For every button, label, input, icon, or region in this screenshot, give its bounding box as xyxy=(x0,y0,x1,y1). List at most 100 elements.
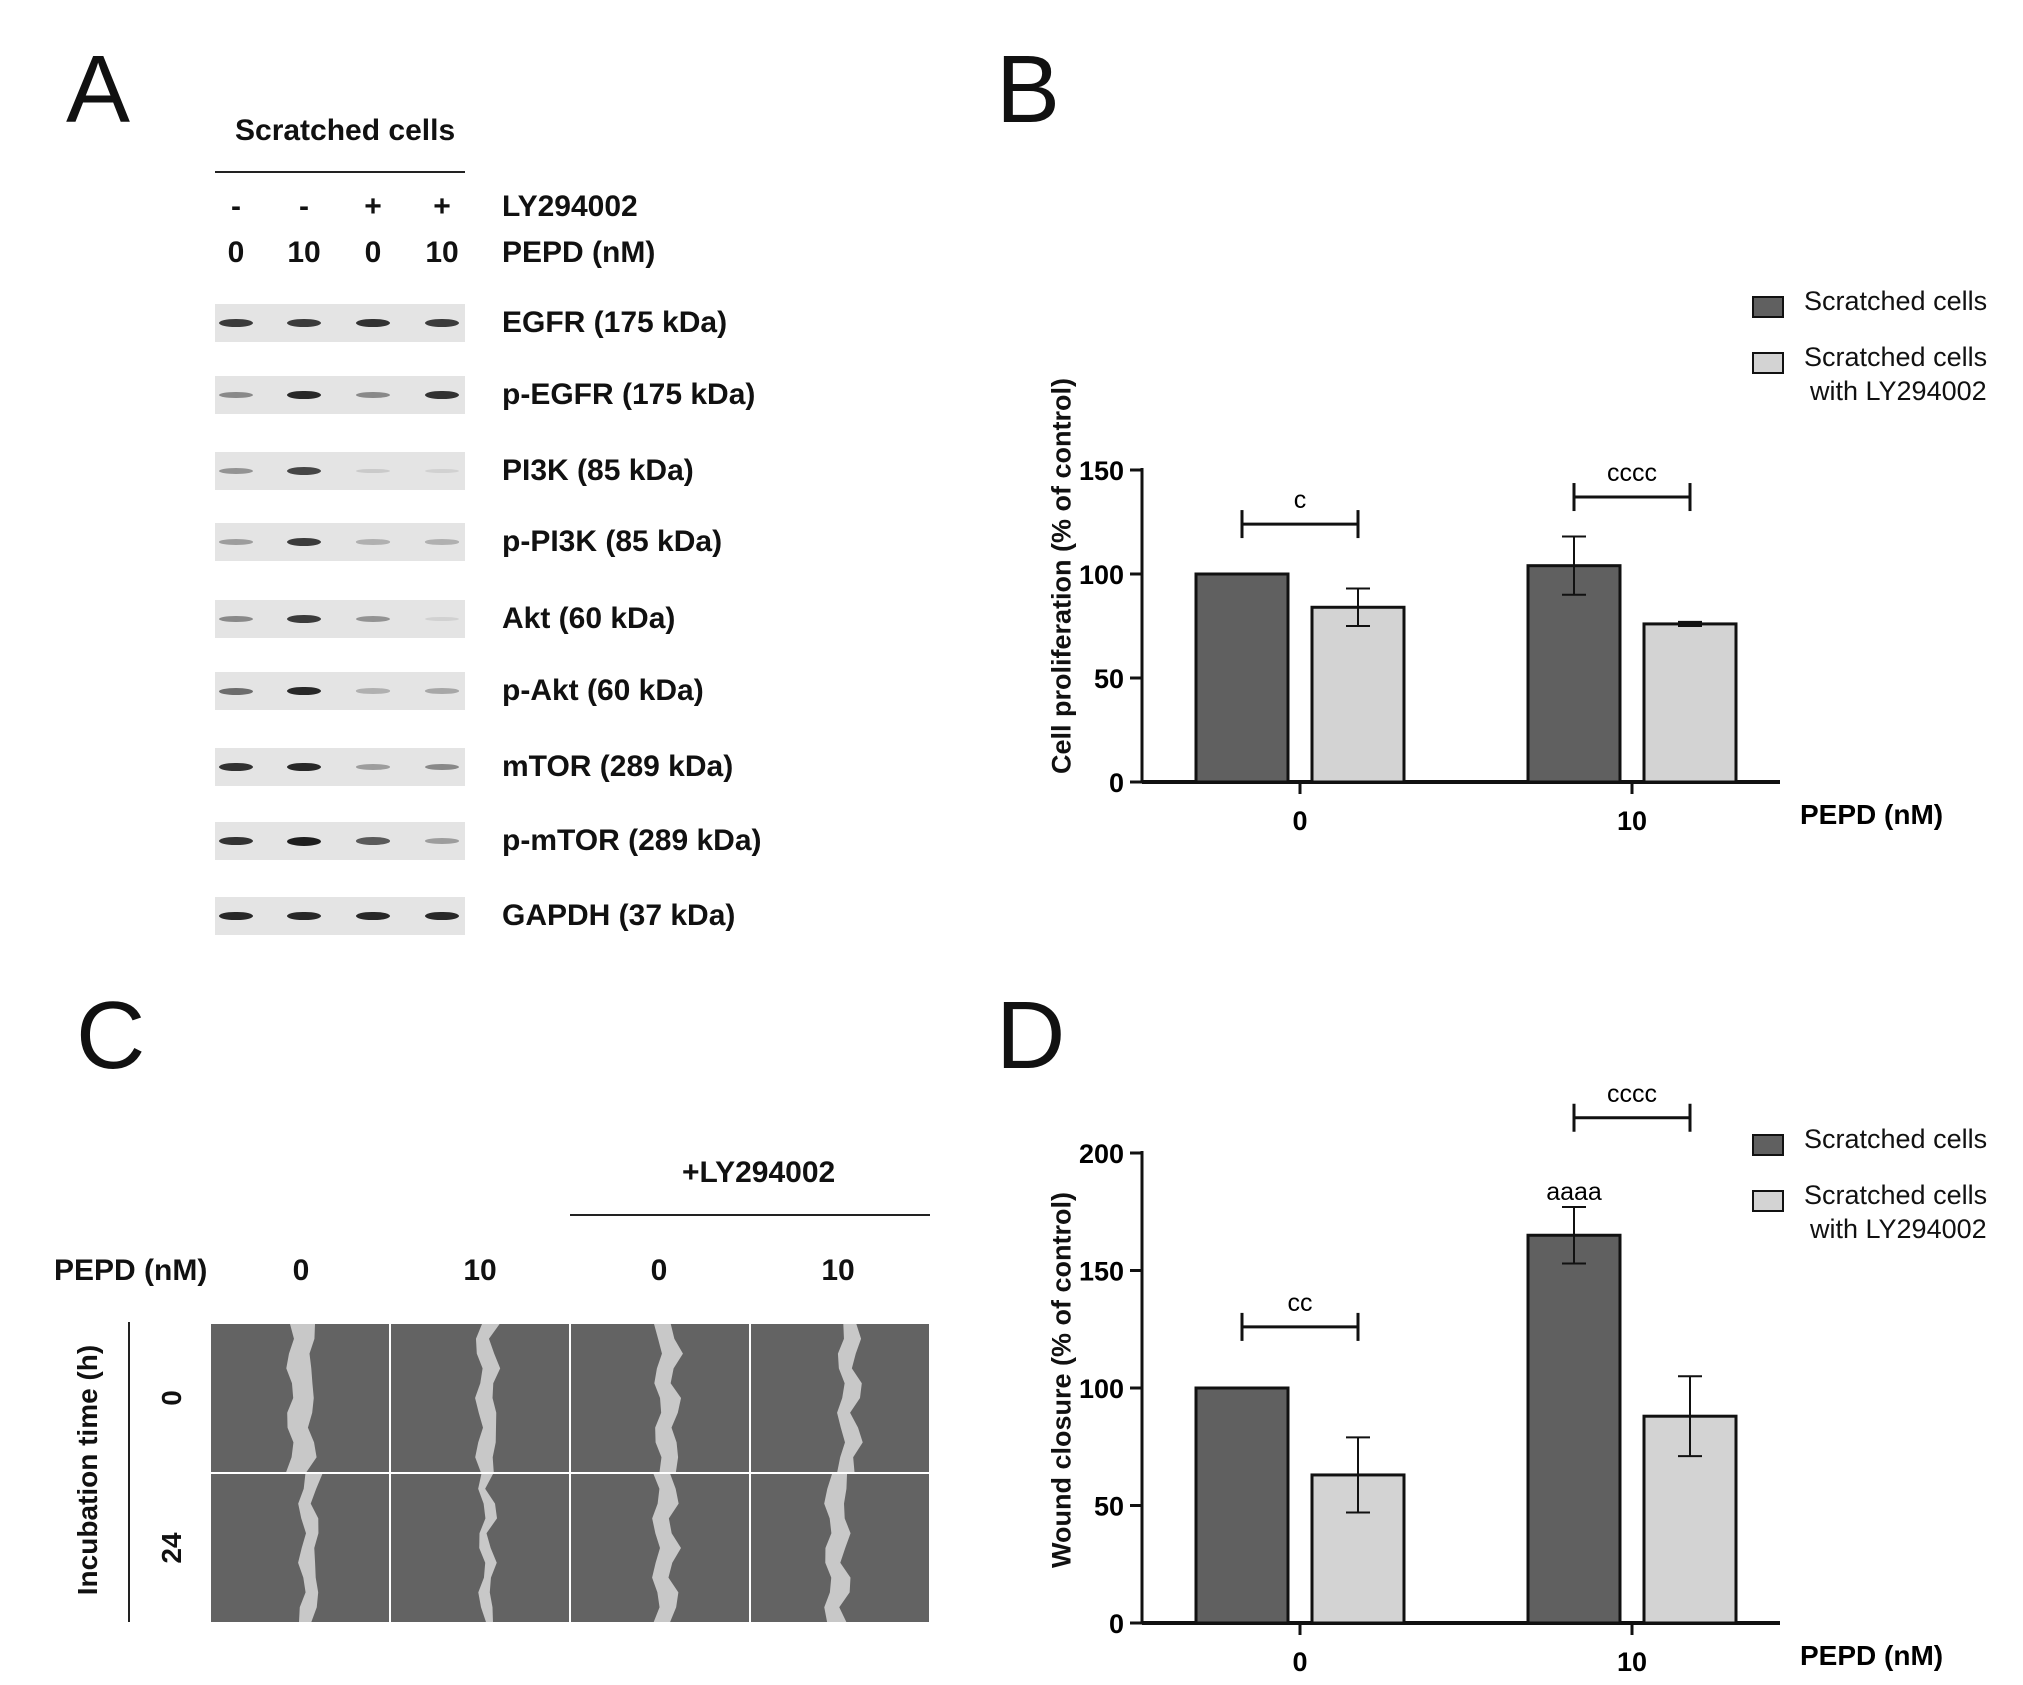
wound-scratch xyxy=(298,1474,323,1622)
significance-label: cccc xyxy=(1607,459,1657,487)
significance-label: cccc xyxy=(1607,1080,1657,1108)
treatment-label: PEPD (nM) xyxy=(502,236,656,269)
blot-label: p-EGFR (175 kDa) xyxy=(502,378,756,411)
blot-strip xyxy=(215,748,465,786)
legend-swatch xyxy=(1752,1190,1784,1212)
treatment-symbol: 10 xyxy=(425,236,459,269)
legend-swatch xyxy=(1752,296,1784,318)
legend-label: with LY294002 xyxy=(1810,1214,1987,1244)
ly-label: +LY294002 xyxy=(682,1156,836,1189)
legend-label: Scratched cells xyxy=(1804,1124,1988,1154)
protein-band xyxy=(356,318,390,328)
microscopy-column-label: 10 xyxy=(463,1254,497,1287)
bar xyxy=(1194,572,1290,784)
wound-scratch xyxy=(654,1324,683,1472)
x-tick-label: 10 xyxy=(1617,1647,1647,1677)
y-tick-label: 150 xyxy=(1079,1257,1124,1287)
wound-scratch xyxy=(286,1324,317,1472)
blot-label: EGFR (175 kDa) xyxy=(502,306,728,339)
protein-band xyxy=(356,911,390,921)
blot-label: mTOR (289 kDa) xyxy=(502,750,734,783)
y-axis-title-d: Wound closure (% of control) xyxy=(1046,1192,1077,1568)
protein-band xyxy=(219,687,253,695)
ly-line xyxy=(570,1214,930,1216)
y-tick-label: 100 xyxy=(1079,560,1124,590)
microscopy-row-label: 0 xyxy=(156,1390,187,1406)
treatment-symbol: 0 xyxy=(227,236,245,269)
protein-band xyxy=(219,836,253,846)
protein-band xyxy=(287,911,321,921)
time-axis-label: Incubation time (h) xyxy=(72,1344,103,1596)
significance-label: c xyxy=(1294,486,1307,514)
y-axis-title-b: Cell proliferation (% of control) xyxy=(1046,378,1077,774)
protein-band xyxy=(425,390,459,400)
microscopy-image xyxy=(211,1474,389,1622)
panel-letter-c: C xyxy=(76,982,146,1089)
y-tick-label: 150 xyxy=(1079,456,1124,486)
protein-band xyxy=(356,539,390,545)
significance-label: cc xyxy=(1288,1289,1313,1317)
microscopy-image xyxy=(751,1324,929,1472)
protein-band xyxy=(287,390,321,400)
blot-strip xyxy=(215,452,465,490)
protein-band xyxy=(356,764,390,770)
x-tick-label: 0 xyxy=(1292,806,1307,836)
blot-label: p-mTOR (289 kDa) xyxy=(502,824,762,857)
protein-band xyxy=(356,688,390,694)
x-axis-title: PEPD (nM) xyxy=(1800,799,1943,830)
y-tick-label: 0 xyxy=(1109,1609,1124,1639)
bar xyxy=(1642,622,1738,784)
blot-header: Scratched cells xyxy=(235,114,456,147)
time-axis-line xyxy=(128,1322,130,1622)
treatment-symbol: + xyxy=(364,190,382,223)
wound-scratch xyxy=(478,1474,497,1622)
protein-band xyxy=(287,686,321,696)
protein-band xyxy=(425,468,459,474)
x-axis-title: PEPD (nM) xyxy=(1800,1640,1943,1671)
blot-strip xyxy=(215,897,465,935)
wound-scratch xyxy=(475,1324,501,1472)
treatment-symbol: 0 xyxy=(364,236,382,269)
protein-band xyxy=(219,615,253,623)
blot-strip xyxy=(215,523,465,561)
microscopy-row-label: 24 xyxy=(156,1532,187,1564)
significance-label: aaaa xyxy=(1546,1178,1602,1206)
protein-band xyxy=(425,616,459,622)
treatment-symbol: - xyxy=(299,190,309,223)
blot-strip xyxy=(215,304,465,342)
bar xyxy=(1526,1233,1622,1625)
wound-scratch xyxy=(824,1474,851,1622)
legend-label: Scratched cells xyxy=(1804,286,1988,316)
protein-band xyxy=(425,763,459,771)
bar xyxy=(1194,1386,1290,1625)
protein-band xyxy=(425,539,459,545)
panel-letter-b: B xyxy=(996,36,1061,143)
legend-label: Scratched cells xyxy=(1804,342,1988,372)
y-tick-label: 0 xyxy=(1109,768,1124,798)
protein-band xyxy=(356,468,390,474)
protein-band xyxy=(219,468,253,474)
treatment-symbol: - xyxy=(231,190,241,223)
blot-strip xyxy=(215,672,465,710)
protein-band xyxy=(287,762,321,772)
protein-band xyxy=(287,614,321,624)
protein-band xyxy=(219,762,253,772)
panel-letter-d: D xyxy=(996,982,1066,1089)
protein-band xyxy=(356,837,390,845)
blot-label: p-Akt (60 kDa) xyxy=(502,674,704,707)
protein-band xyxy=(425,838,459,844)
y-tick-label: 100 xyxy=(1079,1374,1124,1404)
blot-label: PI3K (85 kDa) xyxy=(502,454,694,487)
panel-letter-a: A xyxy=(66,36,131,143)
blot-strip xyxy=(215,600,465,638)
legend-swatch xyxy=(1752,352,1784,374)
protein-band xyxy=(356,391,390,399)
protein-band xyxy=(219,318,253,328)
protein-band xyxy=(425,911,459,921)
x-tick-label: 0 xyxy=(1292,1647,1307,1677)
bar xyxy=(1526,564,1622,784)
y-tick-label: 200 xyxy=(1079,1139,1124,1169)
protein-band xyxy=(425,318,459,328)
treatment-symbol: 10 xyxy=(287,236,321,269)
x-tick-label: 10 xyxy=(1617,806,1647,836)
